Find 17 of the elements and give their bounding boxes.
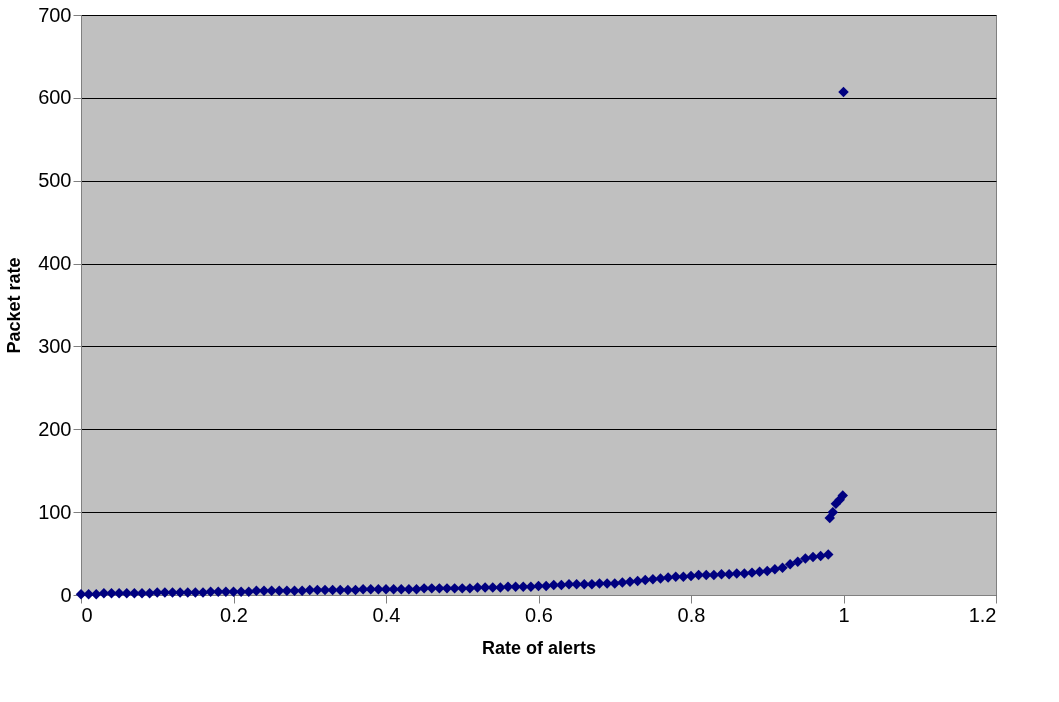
x-tick-label: 0.4 — [372, 603, 401, 626]
x-axis-title: Rate of alerts — [481, 637, 597, 658]
x-tick-label: 0.8 — [677, 603, 706, 626]
y-tick-label: 400 — [38, 252, 72, 275]
y-axis-title: Packet rate — [4, 257, 25, 354]
y-tick-label: 0 — [60, 583, 72, 606]
x-tick-label: 0.2 — [220, 603, 248, 626]
y-tick-label: 200 — [38, 417, 72, 440]
y-tick-label: 700 — [38, 3, 72, 26]
x-tick-label: 0 — [81, 603, 93, 626]
x-tick-label: 1.2 — [968, 603, 997, 626]
x-tick-label: 0.6 — [525, 603, 553, 626]
y-tick-label: 600 — [38, 86, 72, 109]
y-tick-label: 100 — [38, 500, 72, 523]
y-tick-label: 500 — [38, 169, 72, 192]
y-tick-label: 300 — [38, 334, 72, 357]
x-tick-label: 1 — [838, 603, 850, 626]
